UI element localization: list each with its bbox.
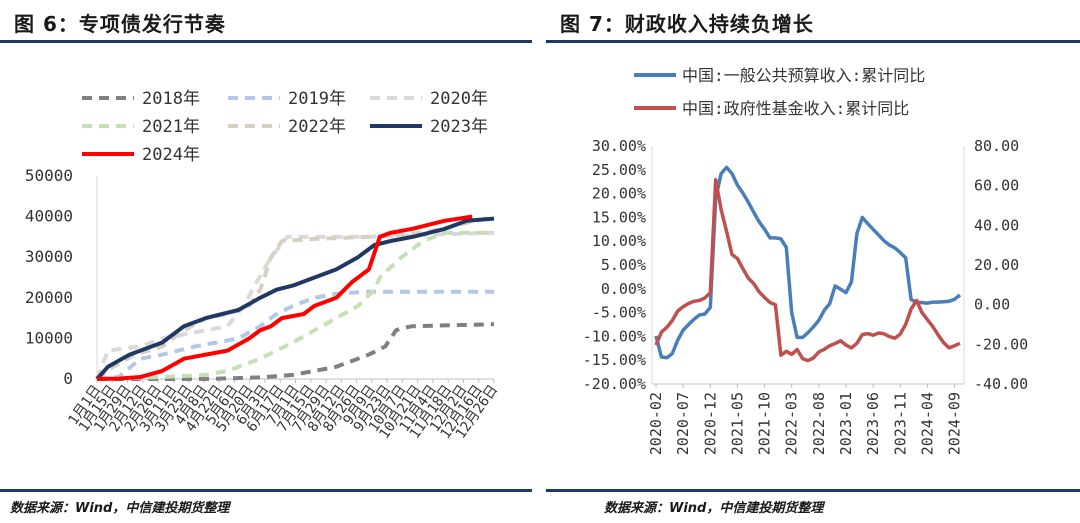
y-left-tick-label: 0.00% bbox=[601, 280, 646, 298]
legend-label: 中国:政府性基金收入:累计同比 bbox=[682, 99, 909, 118]
series-line bbox=[96, 289, 494, 381]
right-figure-title: 图 7：财政收入持续负增长 bbox=[560, 12, 814, 36]
y-left-tick-label: 10.00% bbox=[592, 232, 646, 250]
x-tick-label: 2023-01 bbox=[837, 392, 855, 455]
right-chart: 30.00% 25.00% 20.00% 15.00% 10.00% 5.00% 0.00%… bbox=[583, 66, 1028, 455]
y-left-tick-label: -10.00% bbox=[583, 327, 646, 345]
y-tick-label: 0 bbox=[63, 369, 73, 388]
left-figure-title: 图 6：专项债发行节奏 bbox=[14, 12, 226, 36]
y-tick-label: 10000 bbox=[25, 328, 73, 347]
x-tick-label: 2020-02 bbox=[647, 392, 665, 455]
x-tick-label: 2020-07 bbox=[674, 392, 692, 455]
series-line bbox=[95, 230, 495, 380]
series-line bbox=[96, 214, 473, 381]
y-left-tick-label: 25.00% bbox=[592, 161, 646, 179]
left-source-note: 数据来源：Wind，中信建投期货整理 bbox=[10, 501, 230, 516]
legend-label: 2023年 bbox=[430, 117, 488, 137]
x-tick-label: 2023-11 bbox=[891, 392, 909, 455]
left-source-rule bbox=[0, 489, 532, 492]
series-line bbox=[654, 177, 961, 363]
right-title-rule bbox=[546, 40, 1080, 43]
right-source-rule bbox=[546, 489, 1080, 492]
y-right-tick-label: 60.00 bbox=[974, 177, 1019, 195]
legend-label: 2022年 bbox=[288, 117, 346, 137]
y-right-tick-label: 20.00 bbox=[974, 256, 1019, 274]
x-tick-label: 2022-03 bbox=[783, 392, 801, 455]
y-tick-label: 40000 bbox=[25, 207, 73, 226]
y-right-tick-label: -40.00 bbox=[974, 375, 1028, 393]
series-line bbox=[97, 322, 495, 381]
right-panel: 图 7：财政收入持续负增长 30.00% 25.00% 20.00% 15.00% 10… bbox=[546, 0, 1080, 523]
y-tick-label: 20000 bbox=[25, 288, 73, 307]
series-line bbox=[96, 230, 494, 381]
series-line bbox=[95, 214, 495, 381]
y-right-tick-label: -20.00 bbox=[974, 335, 1028, 353]
series-line bbox=[654, 165, 962, 360]
right-source-note: 数据来源：Wind，中信建投期货整理 bbox=[604, 501, 824, 516]
y-right-tick-label: 80.00 bbox=[974, 137, 1019, 155]
series-line bbox=[95, 216, 495, 381]
y-left-tick-label: 5.00% bbox=[601, 256, 646, 274]
y-right-tick-label: 40.00 bbox=[974, 216, 1019, 234]
legend-label: 2021年 bbox=[142, 117, 200, 137]
x-tick-label: 2022-08 bbox=[810, 392, 828, 455]
left-chart: 010000200003000040000500001月1日1月15日1月29日… bbox=[25, 89, 501, 442]
left-panel: 图 6：专项债发行节奏 0 10000 20000 30000 40000 50000 1月… bbox=[0, 0, 532, 523]
y-left-tick-label: -15.00% bbox=[583, 351, 646, 369]
x-tick-label: 2024-09 bbox=[946, 392, 964, 455]
legend-label: 2019年 bbox=[288, 89, 346, 109]
x-tick-label: 2021-05 bbox=[728, 392, 746, 455]
y-right-tick-label: 0.00 bbox=[974, 296, 1010, 314]
x-tick-label: 2021-10 bbox=[756, 392, 774, 455]
y-left-tick-label: -20.00% bbox=[583, 375, 646, 393]
y-tick-label: 30000 bbox=[25, 247, 73, 266]
y-left-tick-label: 30.00% bbox=[592, 137, 646, 155]
left-title-rule bbox=[0, 40, 532, 43]
legend-label: 2020年 bbox=[430, 89, 488, 109]
legend-label: 2018年 bbox=[142, 89, 200, 109]
x-tick-label: 2024-04 bbox=[918, 392, 936, 455]
x-tick-label: 2020-12 bbox=[701, 392, 719, 455]
legend-label: 中国:一般公共预算收入:累计同比 bbox=[682, 66, 925, 85]
y-tick-label: 50000 bbox=[25, 166, 73, 185]
y-left-tick-label: -5.00% bbox=[592, 304, 646, 322]
x-tick-label: 2023-06 bbox=[864, 392, 882, 455]
y-left-tick-label: 15.00% bbox=[592, 208, 646, 226]
legend-label: 2024年 bbox=[142, 145, 200, 165]
y-left-tick-label: 20.00% bbox=[592, 185, 646, 203]
